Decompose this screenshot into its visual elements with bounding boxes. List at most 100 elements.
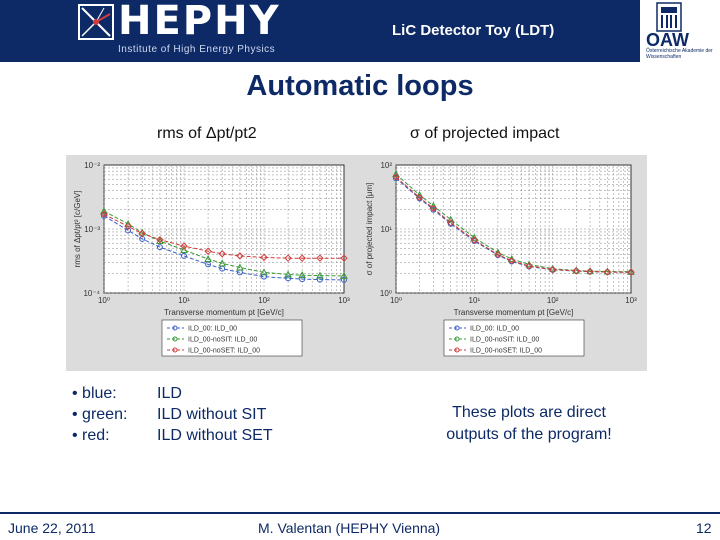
legend-bullet-green: • green: xyxy=(72,406,128,423)
data-point-red xyxy=(603,268,612,276)
oaw-logo-text: OAW xyxy=(646,30,689,50)
data-point-red xyxy=(124,222,132,231)
data-point-blue xyxy=(299,276,306,283)
y-tick-label: 10² xyxy=(380,161,392,170)
data-point-green xyxy=(446,215,455,223)
data-point-green xyxy=(100,207,108,215)
hephy-logo-text: HEPHY xyxy=(118,0,281,44)
legend-entry-red: ILD_00-noSET: ILD_00 xyxy=(188,348,260,355)
academy-crest-icon xyxy=(656,2,682,32)
data-point-green xyxy=(204,254,212,262)
legend-marker-green xyxy=(454,336,460,342)
x-tick-label: 10³ xyxy=(338,296,350,305)
header-bar: HEPHY Institute of High Energy Physics L… xyxy=(0,0,720,62)
plot-panel: 10⁰ 10¹ 10² 10³ 10⁻⁴ 10⁻³ 10⁻² Transverse momen… xyxy=(66,155,647,371)
data-point-red xyxy=(494,250,502,259)
data-point-blue xyxy=(261,273,267,280)
legend-label-blue: ILD xyxy=(157,385,182,402)
data-point-red xyxy=(156,236,164,244)
legend-marker-blue xyxy=(172,325,178,331)
y-tick-label: 10⁰ xyxy=(380,289,392,298)
legend-bullet-blue: • blue: xyxy=(72,385,117,402)
legend-marker-red xyxy=(454,347,460,353)
data-point-blue xyxy=(430,206,437,213)
data-point-green xyxy=(260,268,268,276)
data-point-blue xyxy=(181,252,187,259)
data-point-red xyxy=(508,256,516,265)
data-point-red xyxy=(627,268,635,276)
legend-label-green: ILD without SIT xyxy=(157,406,267,423)
data-point-green xyxy=(392,170,400,178)
data-point-blue xyxy=(156,244,163,251)
y-tick-label: 10⁻⁴ xyxy=(83,289,100,298)
data-point-blue xyxy=(125,227,132,234)
x-axis-label: Transverse momentum pt [GeV/c] xyxy=(164,308,284,317)
plots-note: These plots are direct outputs of the pr… xyxy=(446,404,612,443)
x-tick-label: 10³ xyxy=(625,296,637,305)
plots-svg: 10⁰ 10¹ 10² 10³ 10⁻⁴ 10⁻³ 10⁻² Transverse momen… xyxy=(73,161,637,357)
data-point-green xyxy=(572,266,581,274)
data-point-red xyxy=(100,210,108,218)
data-point-red xyxy=(525,262,533,270)
legend-label-red: ILD without SET xyxy=(157,427,273,444)
left-plot-title: rms of Δpt/pt2 xyxy=(157,125,257,142)
data-point-green xyxy=(298,271,307,279)
footer-date: June 22, 2011 xyxy=(8,520,96,536)
right-plot-title: σ of projected impact xyxy=(410,125,560,142)
data-point-green xyxy=(470,233,479,241)
y-axis-label: σ of projected impact [μm] xyxy=(365,183,374,276)
legend-marker-red xyxy=(172,347,178,353)
data-point-green xyxy=(218,259,227,267)
y-tick-label: 10¹ xyxy=(380,225,392,234)
data-point-red xyxy=(548,265,557,274)
x-tick-label: 10¹ xyxy=(178,296,190,305)
legend-entry-green: ILD_00-noSIT: ILD_00 xyxy=(188,337,257,344)
header-title: LiC Detector Toy (LDT) xyxy=(392,22,555,39)
legend-entry-green: ILD_00-noSIT: ILD_00 xyxy=(470,337,539,344)
data-point-red xyxy=(586,267,594,276)
y-tick-label: 10⁻² xyxy=(84,161,100,170)
data-point-red xyxy=(236,252,244,260)
data-point-green xyxy=(340,271,348,279)
legend-entry-red: ILD_00-noSET: ILD_00 xyxy=(470,348,542,355)
data-point-red xyxy=(340,254,348,262)
hephy-logo-subtitle: Institute of High Energy Physics xyxy=(118,44,276,55)
y-axis-label: rms of Δpt/pt² [c/GeV] xyxy=(73,191,82,268)
series-line-blue xyxy=(103,215,345,281)
x-tick-label: 10¹ xyxy=(469,296,481,305)
page-number: 12 xyxy=(696,520,712,536)
data-point-red xyxy=(316,254,324,262)
data-point-red xyxy=(260,253,268,262)
data-point-red xyxy=(284,254,292,262)
data-point-blue xyxy=(285,275,292,282)
legend-entry-blue: ILD_00: ILD_00 xyxy=(470,326,519,333)
x-axis-label: Transverse momentum pt [GeV/c] xyxy=(454,308,574,317)
data-point-red xyxy=(138,229,146,238)
plot-legend-box xyxy=(443,319,585,357)
data-point-green xyxy=(236,263,244,271)
data-point-red xyxy=(470,236,479,244)
data-point-red xyxy=(572,267,580,275)
legend-marker-green xyxy=(172,336,178,342)
x-tick-label: 10⁰ xyxy=(390,296,402,305)
data-point-red xyxy=(298,254,306,262)
legend-entry-blue: ILD_00: ILD_00 xyxy=(188,326,237,333)
data-point-green xyxy=(284,270,292,278)
data-point-blue xyxy=(393,175,399,182)
data-point-green xyxy=(316,271,324,279)
series-line-green xyxy=(103,210,345,277)
data-point-red xyxy=(415,193,424,202)
oaw-logo: OAW Österreichische Akademie der Wissens… xyxy=(640,0,720,62)
data-point-blue xyxy=(341,276,347,283)
y-tick-label: 10⁻³ xyxy=(84,225,100,234)
oaw-logo-subtitle: Österreichische Akademie der Wissenschaf… xyxy=(646,48,713,60)
data-point-red xyxy=(447,219,455,227)
footer-divider xyxy=(0,512,720,514)
data-point-green xyxy=(603,267,612,275)
data-point-green xyxy=(180,245,188,253)
legend-bullet-red: • red: xyxy=(72,427,110,444)
data-point-red xyxy=(204,247,212,255)
color-legend: • blue: • green: • red: xyxy=(72,383,127,446)
color-legend-labels: ILD ILD without SIT ILD without SET xyxy=(157,383,273,446)
footer-author: M. Valentan (HEPHY Vienna) xyxy=(258,520,441,536)
